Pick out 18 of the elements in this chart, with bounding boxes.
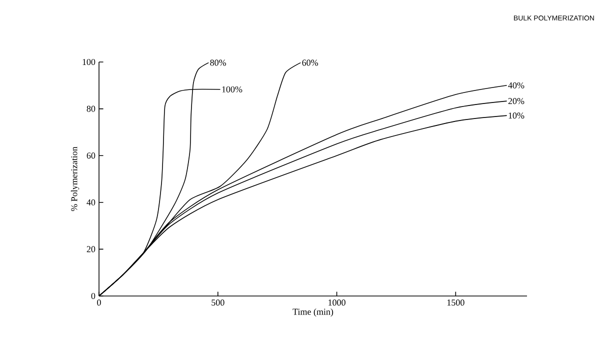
y-tick-label: 100 — [82, 58, 96, 66]
x-axis-title: Time (min) — [292, 308, 334, 317]
y-axis-title: % Polymerization — [70, 146, 80, 212]
series-label: 100% — [222, 86, 242, 92]
x-tick-label: 1000 — [328, 300, 346, 306]
x-tick-label: 500 — [212, 300, 224, 306]
series-label: 10% — [508, 112, 524, 119]
y-tick-label: 20 — [86, 246, 96, 252]
series-label: 60% — [302, 60, 318, 66]
series-label: 40% — [508, 82, 524, 88]
y-tick-label: 40 — [86, 199, 96, 206]
series-label: 20% — [508, 98, 524, 104]
y-tick-label: 80 — [86, 106, 96, 112]
y-tick-label: 0 — [91, 292, 96, 300]
y-tick-label: 60 — [86, 152, 96, 159]
x-tick-label: 0 — [97, 300, 101, 306]
series-label: 80% — [210, 60, 226, 66]
x-tick-label: 1500 — [447, 300, 464, 306]
